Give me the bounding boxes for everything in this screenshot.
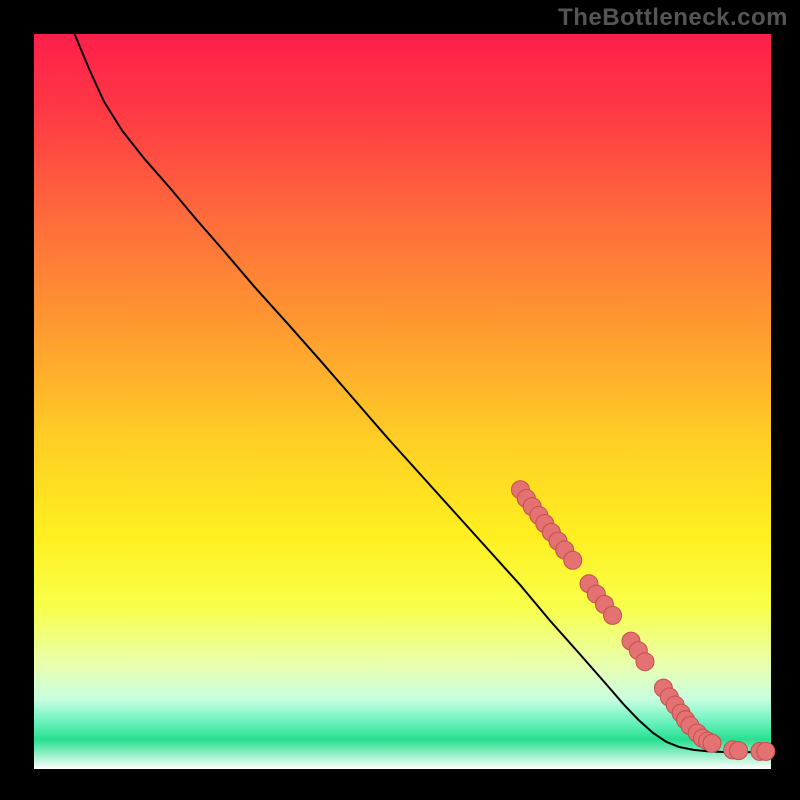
chart-marker [703,734,721,752]
watermark-text: TheBottleneck.com [558,4,788,32]
chart-marker [636,653,654,671]
bottleneck-chart [0,0,800,800]
chart-marker [604,606,622,624]
chart-marker [757,742,775,760]
chart-marker [564,551,582,569]
root: TheBottleneck.com [0,0,800,800]
chart-marker [730,742,748,760]
plot-background [34,34,771,769]
